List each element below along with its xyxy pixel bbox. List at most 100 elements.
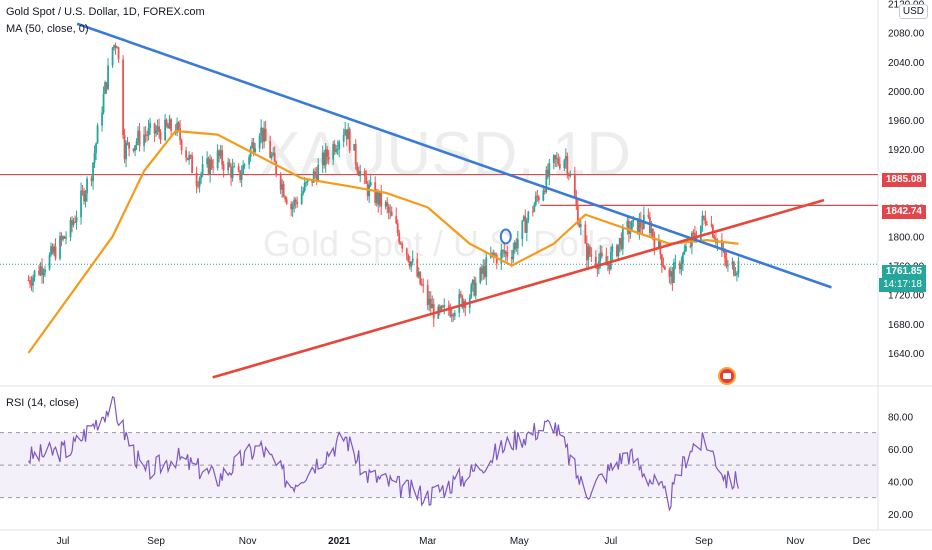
time-tick-label: Sep xyxy=(695,536,713,547)
symbol-title: Gold Spot / U.S. Dollar, 1D, FOREX.com xyxy=(6,6,205,18)
candle-body xyxy=(395,216,398,224)
candle-body xyxy=(585,243,588,261)
candle-body xyxy=(104,82,106,94)
candle-body xyxy=(300,193,303,205)
candle-body xyxy=(706,223,708,225)
candle-body xyxy=(107,65,109,90)
candle-body xyxy=(489,254,492,258)
candle-body xyxy=(272,152,275,156)
candle-body xyxy=(180,139,183,151)
candle-body xyxy=(525,220,528,233)
time-tick-label: Mar xyxy=(419,536,437,547)
candle-body xyxy=(473,279,476,296)
rsi-legend: RSI (14, close) xyxy=(6,397,79,409)
candle-body xyxy=(59,235,61,259)
candle-body xyxy=(579,224,582,227)
candle-body xyxy=(537,197,540,201)
candle-body xyxy=(727,265,729,267)
time-tick-label: May xyxy=(510,536,529,547)
candle-body xyxy=(417,271,420,277)
candle-body xyxy=(294,199,297,202)
candle-body xyxy=(458,293,461,313)
candle-body xyxy=(564,156,567,161)
candle-body xyxy=(138,130,141,146)
candle-body xyxy=(620,238,623,249)
candle-body xyxy=(179,127,182,140)
candle-body xyxy=(201,164,204,174)
candle-body xyxy=(605,256,608,266)
candle-body xyxy=(596,265,599,270)
candle-body xyxy=(191,155,194,173)
currency-badge[interactable]: USD xyxy=(898,4,928,19)
candle-body xyxy=(62,236,64,240)
candle-body xyxy=(731,261,734,266)
candle-body xyxy=(222,164,225,171)
candle-body xyxy=(105,82,108,90)
candle-body xyxy=(149,123,151,128)
candle-body xyxy=(290,203,293,210)
candle-body xyxy=(336,149,339,151)
candle-body xyxy=(450,314,453,317)
rsi-tick-label: 60.00 xyxy=(888,445,913,456)
candle-body xyxy=(504,251,507,254)
candle-body xyxy=(254,148,257,153)
candle-body xyxy=(158,126,160,133)
candle-body xyxy=(71,219,73,226)
candle-body xyxy=(510,256,513,260)
candle-body xyxy=(111,47,114,66)
candle-body xyxy=(683,250,686,255)
candle-body xyxy=(449,309,452,317)
candle-body xyxy=(167,125,169,129)
candle-body xyxy=(326,149,329,157)
candle-body xyxy=(678,262,681,270)
candle-body xyxy=(545,169,548,193)
candle-body xyxy=(647,214,650,217)
candle-body xyxy=(270,155,273,158)
us-flag-icon[interactable] xyxy=(718,367,736,385)
candle-body xyxy=(303,182,306,191)
candle-body xyxy=(636,218,639,234)
candle-body xyxy=(419,271,422,285)
candle-body xyxy=(69,219,72,238)
candle-body xyxy=(252,142,255,153)
candle-body xyxy=(641,227,644,229)
candle-body xyxy=(428,298,431,305)
time-tick-label: Nov xyxy=(787,536,805,547)
candle-body xyxy=(251,142,254,148)
candle-body xyxy=(128,142,130,149)
candle-body xyxy=(357,170,360,176)
candle-body xyxy=(657,241,660,248)
candle-body xyxy=(63,236,66,239)
candle-body xyxy=(681,254,684,265)
candle-body xyxy=(240,174,243,180)
candle-body xyxy=(207,158,210,175)
candle-body xyxy=(513,242,516,250)
price-tick-label: 1920.00 xyxy=(888,145,925,156)
candle-body xyxy=(195,172,198,186)
candle-body xyxy=(531,211,534,213)
candle-body xyxy=(482,265,485,274)
candle-body xyxy=(354,144,357,165)
candle-body xyxy=(680,264,683,270)
candle-body xyxy=(74,221,76,223)
candle-body xyxy=(587,246,590,261)
candle-body xyxy=(96,125,99,144)
candle-body xyxy=(704,218,707,224)
candle-body xyxy=(627,220,630,234)
candle-body xyxy=(72,221,75,226)
candle-body xyxy=(626,220,629,228)
candle-body xyxy=(291,206,294,210)
candle-body xyxy=(443,305,446,308)
candle-body xyxy=(401,243,404,249)
candle-body xyxy=(426,285,429,305)
candle-body xyxy=(701,215,704,226)
watermark-name: Gold Spot / U.S. Dollar xyxy=(263,223,627,264)
candle-body xyxy=(524,216,527,233)
candle-body xyxy=(338,141,341,150)
candle-body xyxy=(285,199,288,204)
candle-body xyxy=(216,150,219,169)
candle-body xyxy=(342,134,345,142)
candle-body xyxy=(60,235,63,240)
marker-highlight xyxy=(499,228,512,245)
